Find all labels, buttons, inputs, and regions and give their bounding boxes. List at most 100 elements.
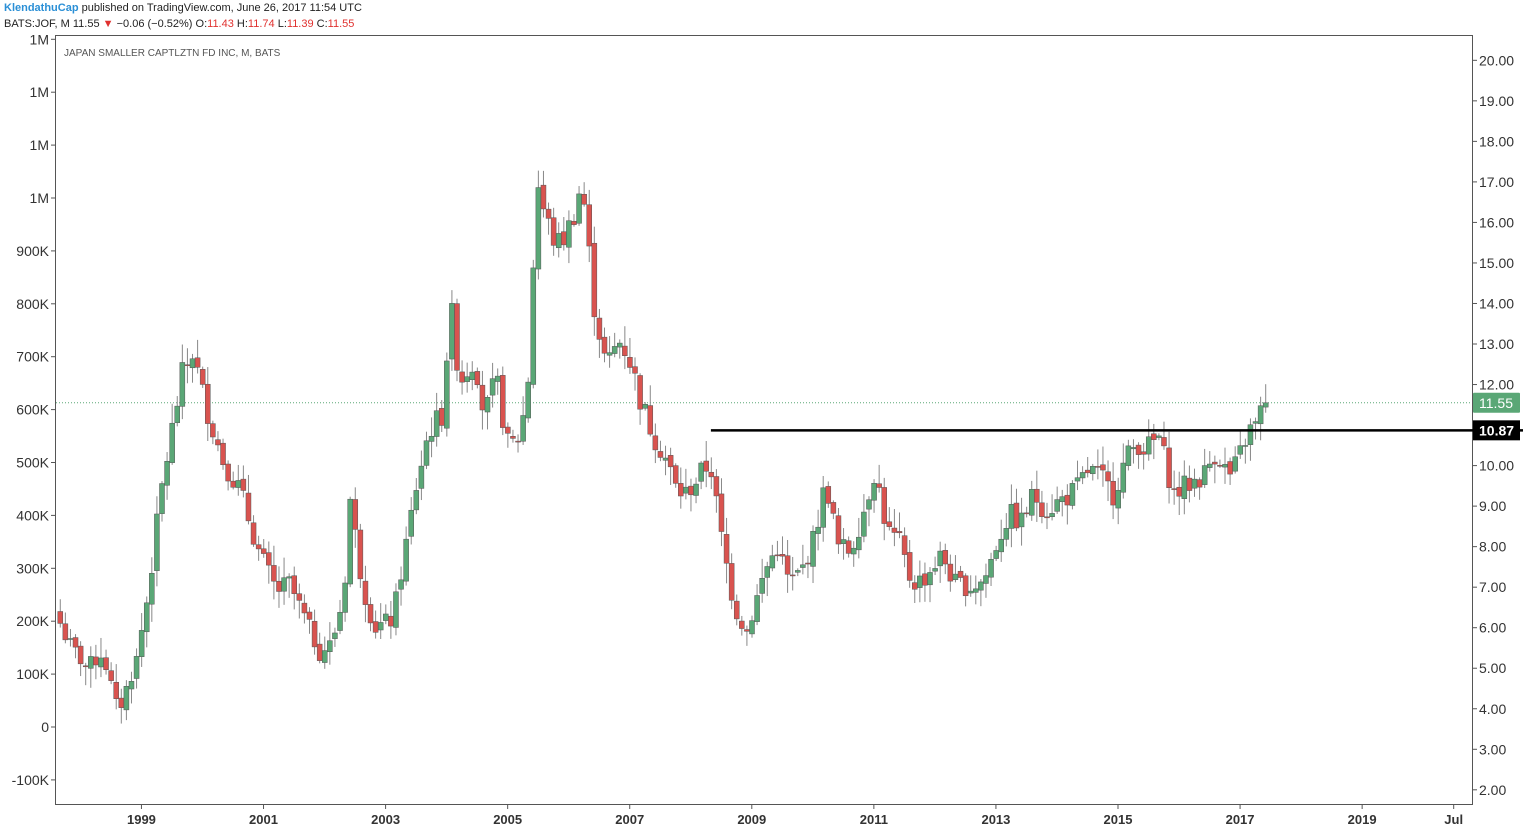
candle-body — [367, 604, 374, 624]
candle-body — [581, 193, 587, 205]
candle-body — [215, 439, 221, 446]
time-tick-label: Jul — [1444, 812, 1463, 827]
candle-body — [88, 656, 94, 669]
candle-body — [1100, 464, 1106, 471]
candle-body — [1064, 494, 1071, 506]
candle-body — [1181, 475, 1188, 499]
candle-body — [1262, 402, 1269, 408]
candle-body — [67, 638, 74, 640]
candle-body — [1191, 478, 1198, 489]
publish-info: KlendathuCap published on TradingView.co… — [4, 2, 362, 14]
candle-body — [306, 611, 313, 620]
candle-body — [1217, 465, 1223, 467]
candle-body — [93, 656, 99, 666]
time-axis[interactable]: 1999 2001 2003 2005 2007 2009 2011 2013 2015 2017… — [127, 804, 1463, 827]
time-tick-label: 2005 — [493, 812, 522, 827]
volume-tick-label: 100K — [16, 666, 49, 682]
candle-body — [479, 384, 486, 411]
candle-body — [1171, 488, 1177, 490]
candle-body — [398, 579, 404, 590]
time-tick-label: 2011 — [860, 812, 888, 827]
candle-body — [1028, 489, 1035, 516]
candle-body — [973, 588, 979, 593]
candle-body — [377, 622, 384, 631]
candle-body — [596, 317, 603, 340]
candle-body — [1079, 472, 1086, 479]
time-tick-label: 2007 — [615, 812, 644, 827]
close-value: 11.55 — [327, 18, 355, 30]
volume-tick-label: 1M — [30, 84, 49, 100]
candle-body — [1186, 477, 1193, 491]
candle-body — [199, 369, 206, 385]
candle-body — [825, 486, 832, 504]
candle-body — [540, 184, 547, 210]
candle-body — [912, 582, 918, 590]
plot-area[interactable] — [55, 35, 1473, 805]
candle-body — [1105, 471, 1111, 482]
candle-body — [840, 539, 847, 544]
candle-body — [433, 410, 440, 437]
high-label: H: — [236, 18, 248, 30]
candle-body — [357, 529, 364, 580]
publish-text: published on TradingView.com, June 26, 2… — [81, 2, 362, 14]
candle-body — [1166, 447, 1172, 488]
candle-body — [550, 217, 557, 246]
candle-body — [978, 581, 984, 591]
candle-body — [505, 426, 511, 434]
candle-body — [795, 570, 801, 573]
candle-body — [886, 521, 893, 527]
candle-body — [535, 187, 542, 270]
candle-body — [1232, 456, 1238, 472]
candle-body — [205, 383, 211, 424]
candle-body — [962, 575, 969, 597]
candle-body — [703, 460, 709, 472]
candle-body — [1237, 445, 1244, 455]
candle-body — [245, 492, 252, 522]
candle-body — [133, 656, 140, 679]
candle-body — [113, 681, 119, 699]
time-tick-label: 1999 — [127, 812, 156, 827]
candle-body — [861, 511, 867, 537]
candle-body — [1196, 479, 1203, 488]
candle-body — [362, 580, 369, 605]
candle-body — [927, 572, 933, 586]
candle-body — [143, 602, 150, 633]
volume-tick-label: 400K — [16, 507, 49, 523]
candle-body — [1242, 445, 1249, 447]
candle-body — [57, 611, 64, 624]
candle-body — [759, 577, 765, 594]
candle-body — [993, 550, 999, 559]
candle-body — [520, 415, 526, 442]
time-tick-label: 2013 — [981, 812, 1010, 827]
candle-body — [128, 681, 135, 690]
candle-body — [739, 620, 745, 629]
candle-body — [393, 591, 399, 628]
candle-body — [632, 366, 638, 374]
candle-body — [184, 364, 191, 366]
candle-body — [1207, 463, 1213, 468]
candle-body — [464, 376, 470, 382]
candle-body — [637, 375, 643, 410]
volume-tick-label: 600K — [16, 402, 49, 418]
author-link[interactable]: KlendathuCap — [4, 2, 79, 14]
candle-body — [733, 600, 740, 620]
time-tick-label: 2015 — [1104, 812, 1133, 827]
candle-body — [322, 650, 328, 663]
resistance-badge — [1473, 420, 1520, 441]
candle-body — [428, 435, 435, 442]
candle-body — [266, 552, 272, 566]
candle-body — [988, 559, 994, 578]
candle-body — [647, 405, 654, 435]
candle-body — [820, 487, 826, 528]
candle-body — [947, 563, 954, 582]
candle-body — [388, 615, 394, 627]
price-tick-label: 16.00 — [1479, 214, 1514, 230]
candle-body — [194, 357, 201, 368]
candle-body — [789, 574, 796, 577]
last-price: 11.55 — [72, 18, 100, 30]
candle-body — [642, 404, 648, 409]
candle-body — [1115, 490, 1121, 509]
candle-body — [876, 483, 882, 488]
volume-tick-label: 0 — [41, 719, 49, 735]
